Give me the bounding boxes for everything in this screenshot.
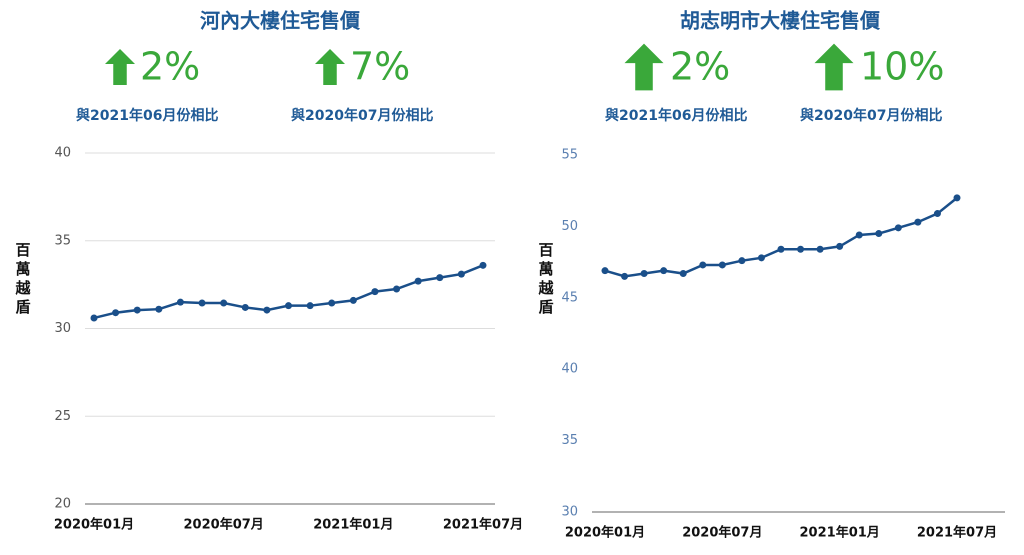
up-arrow — [624, 43, 664, 91]
x-tick-label: 2021年07月 — [443, 517, 523, 533]
data-point — [797, 245, 805, 253]
y-tick-label: 50 — [561, 219, 578, 234]
y-tick-label: 20 — [54, 497, 71, 512]
x-tick-label: 2020年07月 — [184, 517, 264, 533]
x-tick-label: 2020年01月 — [565, 525, 645, 541]
data-point — [133, 306, 141, 314]
y-tick-label: 30 — [561, 505, 578, 520]
data-point — [660, 267, 668, 275]
x-tick-label: 2020年01月 — [54, 517, 134, 533]
y-tick-label: 35 — [54, 233, 71, 248]
y-tick-label: 40 — [54, 146, 71, 161]
y-tick-label: 45 — [561, 290, 578, 305]
data-point — [953, 194, 961, 202]
data-point — [894, 224, 902, 232]
up-arrow — [814, 43, 854, 91]
y-tick-label: 40 — [561, 362, 578, 377]
data-point — [176, 298, 184, 306]
highlight-caption: 與2020年07月份相比 — [291, 107, 433, 124]
data-point — [285, 302, 292, 310]
data-point — [436, 274, 444, 282]
data-point — [479, 261, 487, 269]
data-point — [328, 299, 336, 307]
data-point — [263, 306, 271, 314]
highlight-value: 2% — [140, 45, 200, 89]
y-tick-label: 35 — [561, 433, 578, 448]
series-line — [604, 196, 958, 278]
y-axis-label: 百萬越盾 — [14, 242, 32, 318]
data-point — [933, 210, 941, 218]
data-point — [855, 231, 863, 239]
highlight-caption: 與2020年07月份相比 — [800, 107, 942, 124]
y-tick-label: 25 — [54, 409, 71, 424]
data-point — [875, 230, 883, 238]
chart-title: 河內大樓住宅售價 — [200, 9, 361, 33]
x-tick-label: 2021年01月 — [800, 525, 880, 541]
series-line — [93, 264, 484, 320]
data-point — [699, 261, 707, 269]
data-point — [112, 309, 120, 317]
data-point — [601, 267, 609, 275]
y-tick-label: 55 — [561, 148, 578, 163]
data-point — [757, 254, 765, 262]
data-point — [414, 277, 422, 285]
data-point — [718, 261, 726, 269]
data-point — [393, 285, 401, 293]
highlight-value: 2% — [670, 45, 730, 89]
highlight-value: 10% — [860, 45, 944, 89]
highlight-caption: 與2021年06月份相比 — [76, 107, 218, 124]
data-point — [241, 303, 249, 311]
y-tick-label: 30 — [54, 321, 71, 336]
data-point — [621, 272, 629, 280]
highlight-caption: 與2021年06月份相比 — [605, 107, 747, 124]
up-arrow — [105, 49, 135, 85]
data-point — [371, 288, 379, 296]
data-point — [90, 314, 98, 322]
x-tick-label: 2021年07月 — [917, 525, 997, 541]
data-point — [816, 245, 824, 253]
data-point — [306, 302, 314, 310]
x-tick-label: 2021年01月 — [313, 517, 393, 533]
data-point — [457, 270, 465, 278]
data-point — [640, 270, 648, 278]
x-tick-label: 2020年07月 — [682, 525, 762, 541]
highlight-value: 7% — [350, 45, 410, 89]
chart-title: 胡志明市大樓住宅售價 — [680, 9, 881, 33]
data-point — [349, 296, 357, 304]
up-arrow — [315, 49, 345, 85]
data-point — [914, 218, 922, 226]
data-point — [679, 270, 687, 278]
data-point — [777, 245, 785, 253]
data-point — [220, 299, 228, 307]
data-point — [836, 242, 844, 250]
data-point — [738, 257, 746, 265]
data-point — [198, 299, 206, 307]
y-axis-label: 百萬越盾 — [537, 242, 555, 318]
data-point — [155, 305, 163, 313]
